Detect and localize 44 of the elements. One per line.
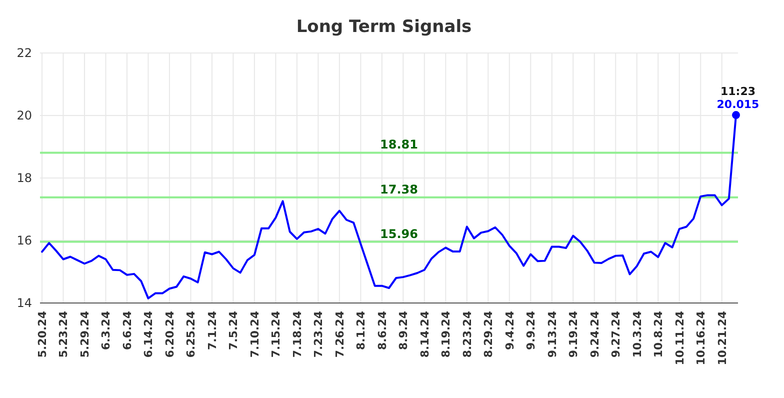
x-tick-label: 9.4.24 [503, 310, 516, 350]
x-tick-label: 5.20.24 [36, 310, 49, 358]
x-tick-label: 10.3.24 [630, 310, 644, 358]
x-tick-label: 8.9.24 [397, 310, 410, 350]
x-tick-label: 6.14.24 [142, 310, 156, 358]
chart-title: Long Term Signals [296, 17, 472, 37]
x-tick-label: 9.24.24 [588, 310, 602, 358]
y-tick-label: 20 [16, 108, 32, 122]
y-tick-label: 22 [16, 46, 32, 60]
y-tick-label: 16 [16, 234, 32, 248]
x-tick-label: 9.19.24 [567, 310, 580, 358]
x-tick-label: 6.3.24 [100, 310, 113, 350]
y-tick-label: 14 [16, 296, 32, 310]
x-tick-label: 5.23.24 [57, 310, 70, 358]
x-tick-label: 5.29.24 [78, 310, 92, 358]
x-tick-label: 8.23.24 [460, 310, 474, 358]
x-tick-label: 7.1.24 [206, 310, 219, 350]
x-tick-label: 10.16.24 [694, 310, 708, 366]
ref-line-label: 15.96 [380, 226, 418, 241]
x-tick-label: 9.9.24 [524, 310, 538, 350]
x-tick-label: 9.27.24 [610, 310, 623, 358]
x-tick-label: 10.8.24 [652, 310, 666, 358]
x-tick-label: 7.15.24 [270, 310, 283, 358]
x-tick-label: 7.10.24 [248, 310, 262, 358]
x-tick-label: 10.11.24 [673, 310, 686, 366]
x-tick-label: 7.23.24 [312, 310, 326, 358]
ref-line-label: 18.81 [380, 138, 418, 152]
annotation: 11:23 [720, 85, 756, 98]
x-tick-label: 10.21.24 [716, 310, 729, 366]
x-tick-label: 7.26.24 [333, 310, 346, 358]
x-tick-label: 6.25.24 [184, 310, 198, 358]
x-tick-label: 6.20.24 [163, 310, 176, 358]
x-tick-label: 7.18.24 [290, 310, 304, 358]
x-tick-label: 8.1.24 [354, 310, 368, 350]
x-tick-label: 6.6.24 [120, 310, 134, 350]
x-tick-label: 8.6.24 [376, 310, 389, 350]
data-label: 20.015 [716, 98, 760, 112]
ref-line-label: 17.38 [380, 182, 418, 196]
x-tick-label: 9.13.24 [546, 310, 559, 358]
y-tick-label: 18 [16, 171, 32, 185]
x-tick-label: 8.14.24 [418, 310, 432, 358]
x-tick-label: 7.5.24 [227, 310, 240, 350]
x-tick-label: 8.19.24 [440, 310, 453, 358]
x-tick-label: 8.29.24 [482, 310, 496, 358]
